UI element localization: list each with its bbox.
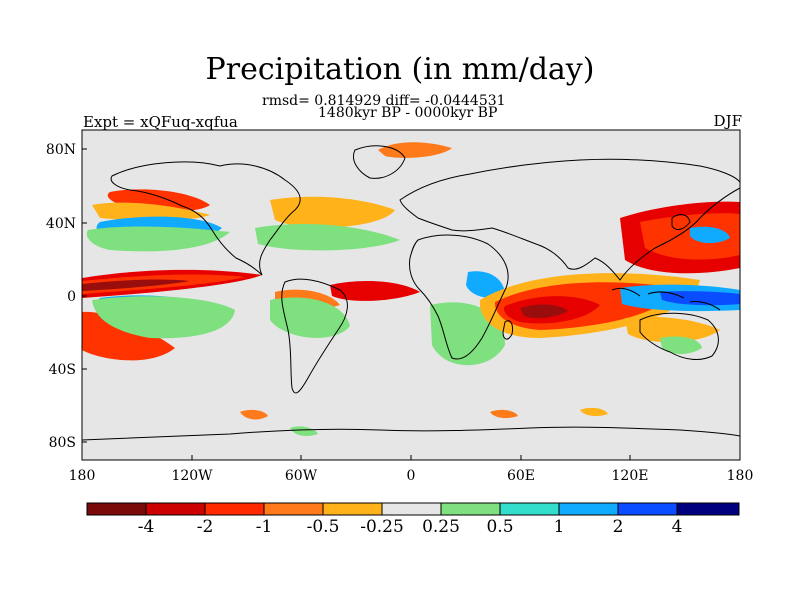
coastline-north-america — [110, 161, 301, 276]
y-tick-label: 40S — [49, 362, 76, 378]
y-tick-label: 80S — [49, 435, 76, 451]
colorbar-swatch — [617, 502, 678, 516]
period-line: 1480kyr BP - 0000kyr BP — [318, 105, 498, 121]
colorbar-swatch — [381, 502, 442, 516]
anomaly-patch — [520, 304, 568, 319]
x-tick-label: 120W — [171, 468, 213, 484]
colorbar-label: 0.5 — [486, 517, 514, 537]
colorbar-swatch — [204, 502, 265, 516]
coastline-antarctica — [82, 426, 740, 441]
coastline-greenland — [353, 145, 406, 179]
colorbar-label: 1 — [553, 517, 565, 537]
colorbar-swatch — [499, 502, 560, 516]
experiment-label: Expt = xQFuq-xqfua — [83, 113, 238, 131]
y-tick-label: 40N — [46, 216, 76, 232]
anomaly-patch — [378, 142, 452, 158]
anomaly-patch — [490, 409, 518, 419]
x-tick-label: 60E — [507, 468, 535, 484]
anomaly-patch — [330, 280, 420, 301]
x-tick-label: 120E — [612, 468, 649, 484]
anomaly-patch — [580, 407, 608, 417]
x-tick-label: 180 — [727, 468, 754, 484]
anomaly-patch — [255, 224, 400, 251]
colorbar-swatch — [440, 502, 501, 516]
x-tick-label: 60W — [285, 468, 318, 484]
colorbar-label: -4 — [137, 517, 155, 537]
x-tick-label: 0 — [407, 468, 416, 484]
colorbar-label: 0.25 — [422, 517, 460, 537]
colorbar-swatch — [676, 502, 740, 516]
colorbar-label: -2 — [196, 517, 214, 537]
anomaly-patch — [270, 297, 350, 338]
anomaly-patch — [82, 311, 175, 361]
coastlines — [82, 145, 740, 441]
season-label: DJF — [713, 112, 742, 130]
coastline-australia — [639, 312, 719, 360]
colorbar-swatch — [263, 502, 324, 516]
coastline-maritime — [611, 287, 721, 311]
x-tick-labels: 180 120W 60W 0 60E 120E 180 — [69, 468, 754, 484]
coastline-japan — [671, 214, 691, 230]
axis-ticks — [81, 148, 741, 460]
anomaly-patch — [625, 316, 720, 343]
x-tick-label: 180 — [69, 468, 96, 484]
colorbar — [86, 502, 740, 516]
y-tick-label: 0 — [67, 289, 76, 305]
coastline-africa — [409, 234, 509, 360]
anomaly-patch — [290, 426, 318, 436]
anomaly-patch — [466, 271, 505, 299]
anomaly-patch — [690, 226, 730, 244]
colorbar-swatch — [145, 502, 206, 516]
colorbar-label: -0.25 — [360, 517, 404, 537]
colorbar-label: 4 — [671, 517, 683, 537]
anomaly-patch — [640, 213, 740, 260]
colorbar-label: -0.5 — [306, 517, 340, 537]
anomaly-field — [82, 142, 740, 436]
anomaly-patch — [270, 196, 395, 228]
anomaly-patch — [660, 291, 740, 306]
anomaly-patch — [240, 409, 268, 420]
colorbar-swatch — [86, 502, 147, 516]
coastline-eurasia — [399, 158, 740, 281]
colorbar-swatch — [558, 502, 619, 516]
colorbar-swatch — [322, 502, 383, 516]
colorbar-label: -1 — [255, 517, 273, 537]
stats-line: rmsd= 0.814929 diff= -0.0444531 — [262, 93, 506, 109]
y-tick-label: 80N — [46, 142, 76, 158]
colorbar-label: 2 — [612, 517, 624, 537]
anomaly-patch — [92, 202, 210, 221]
figure-title: Precipitation (in mm/day) — [205, 52, 595, 87]
anomaly-patch — [86, 226, 230, 252]
y-tick-labels: 80N 40N 0 40S 80S — [46, 142, 76, 451]
coastline-south-america — [281, 278, 348, 394]
coastline-madagascar — [502, 320, 513, 340]
anomaly-patch — [82, 279, 190, 291]
anomaly-patch — [92, 296, 235, 339]
anomaly-patch — [660, 336, 702, 354]
